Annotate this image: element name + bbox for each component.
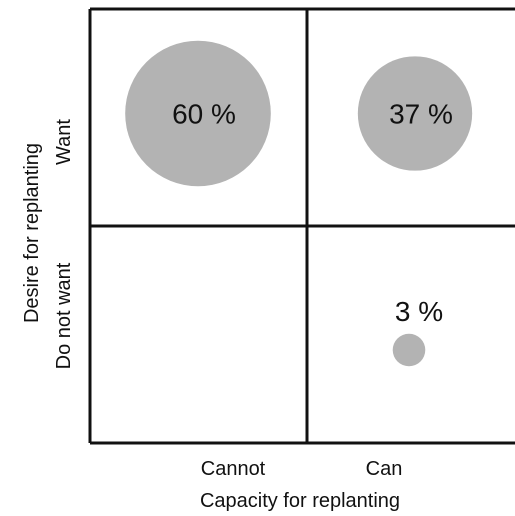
x-tick-label-cannot: Cannot xyxy=(201,458,266,480)
bubble-3-pct xyxy=(392,333,426,367)
bubble-label-3-pct: 3 % xyxy=(395,296,443,327)
quadrant-grid xyxy=(88,7,515,445)
y-axis-title: Desire for replanting xyxy=(21,143,43,323)
y-tick-label-want: Want xyxy=(53,119,75,165)
bubble-60-pct xyxy=(125,40,271,187)
bubble-label-37-pct: 37 % xyxy=(389,99,453,130)
bubble-label-60-pct: 60 % xyxy=(172,99,236,130)
bubble-37-pct xyxy=(357,56,473,171)
bubble-layer: 60 % 37 % 3 % xyxy=(125,40,473,367)
x-axis-title: Capacity for replanting xyxy=(200,490,400,512)
x-tick-label-can: Can xyxy=(366,458,403,480)
y-tick-label-do-not-want: Do not want xyxy=(53,262,75,369)
